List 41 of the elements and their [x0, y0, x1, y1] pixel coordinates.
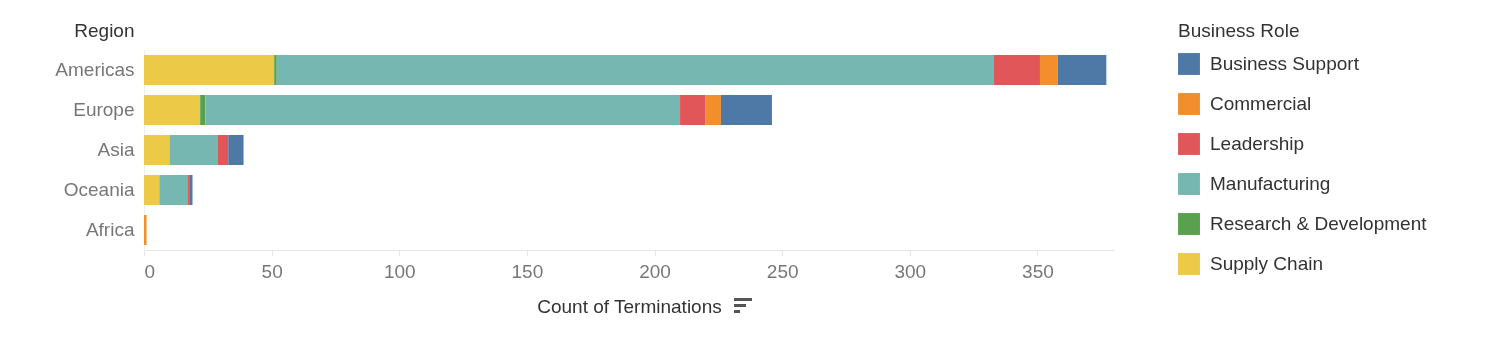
bar: [276, 55, 995, 85]
x-tick-label: 100: [383, 260, 416, 282]
x-tick-label: 350: [1022, 260, 1054, 282]
bar: [680, 95, 706, 125]
bar: [144, 175, 160, 205]
x-tick-label: 50: [261, 260, 283, 282]
y-axis-title: Region: [74, 19, 135, 41]
bar: [720, 95, 772, 125]
legend-label: Supply Chain: [1210, 253, 1324, 274]
y-tick-label: Oceania: [63, 179, 135, 200]
bar: [218, 135, 229, 165]
legend-label: Manufacturing: [1210, 173, 1331, 194]
bar: [200, 95, 206, 125]
bar: [144, 55, 275, 85]
bar: [144, 135, 170, 165]
legend-label: Leadership: [1210, 133, 1305, 154]
bar: [994, 55, 1040, 85]
bar: [228, 135, 244, 165]
y-tick-label: Asia: [97, 139, 135, 160]
y-tick-label: Europe: [73, 99, 135, 120]
bar: [1039, 55, 1058, 85]
bar: [144, 95, 201, 125]
bar: [205, 95, 681, 125]
x-tick-label: 200: [639, 260, 671, 282]
legend-label: Commercial: [1210, 93, 1312, 114]
legend-label: Business Support: [1210, 53, 1360, 74]
bar: [159, 175, 188, 205]
y-tick-label: Africa: [85, 219, 135, 240]
x-axis-title: Count of Terminations: [537, 295, 722, 317]
legend-title: Business Role: [1178, 20, 1300, 41]
bar: [705, 95, 721, 125]
bar: [1057, 55, 1107, 85]
x-tick-label: 0: [144, 260, 156, 282]
legend-label: Research & Development: [1210, 213, 1428, 234]
x-tick-label: 300: [894, 260, 927, 282]
x-tick-label: 150: [511, 260, 544, 282]
bar: [274, 55, 277, 85]
x-tick-label: 250: [766, 260, 799, 282]
bar: [169, 135, 219, 165]
y-tick-label: Americas: [55, 59, 135, 80]
bar: [144, 215, 147, 245]
